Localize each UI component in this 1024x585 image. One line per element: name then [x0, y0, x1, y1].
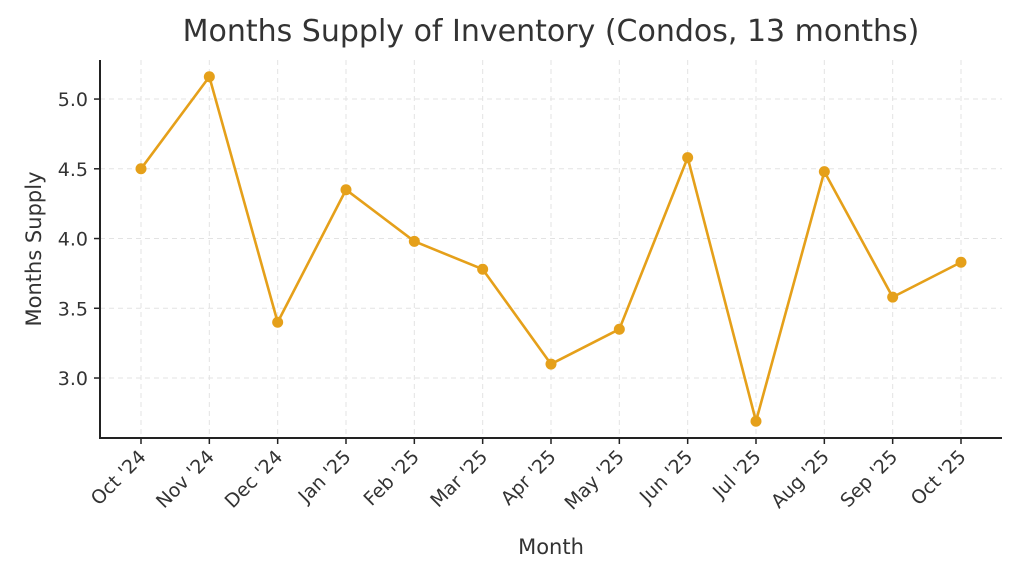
data-point-marker: [682, 152, 694, 164]
y-tick-label: 4.0: [58, 229, 88, 251]
data-point-marker: [272, 316, 284, 328]
x-tick-label: May '25: [560, 446, 628, 514]
data-point-marker: [203, 71, 215, 83]
x-tick-label: Mar '25: [426, 446, 492, 512]
x-tick-label: Jun '25: [635, 446, 697, 508]
y-tick-label: 4.5: [58, 159, 88, 181]
x-tick-label: Oct '24: [87, 446, 151, 510]
data-series: [135, 71, 967, 427]
y-tick-label: 5.0: [58, 89, 88, 111]
data-point-marker: [545, 358, 557, 370]
data-point-marker: [408, 235, 420, 247]
x-tick-label: Apr '25: [497, 446, 561, 510]
x-tick-label: Sep '25: [836, 446, 902, 512]
x-tick-label: Dec '24: [221, 446, 288, 513]
y-tick-label: 3.0: [58, 368, 88, 390]
x-tick-label: Jan '25: [293, 446, 355, 508]
tick-labels: 3.0 3.5 4.0 4.5 5.0 Oct '24 Nov '24 Dec '24 Jan …: [58, 89, 971, 514]
x-tick-label: Oct '25: [907, 446, 971, 510]
gridlines: [100, 60, 1002, 438]
data-point-marker: [750, 415, 762, 427]
data-point-marker: [955, 256, 967, 268]
x-tick-label: Feb '25: [359, 446, 423, 510]
y-tick-label: 3.5: [58, 298, 88, 320]
x-tick-label: Nov '24: [152, 446, 219, 513]
data-point-marker: [135, 163, 147, 175]
x-axis-label: Month: [518, 535, 584, 559]
data-point-marker: [818, 166, 830, 178]
data-point-marker: [613, 323, 625, 335]
data-point-marker: [887, 291, 899, 303]
chart-title: Months Supply of Inventory (Condos, 13 m…: [182, 14, 920, 49]
x-tick-label: Aug '25: [767, 446, 834, 513]
axes: [94, 60, 1002, 444]
data-point-marker: [477, 263, 489, 275]
x-tick-label: Jul '25: [708, 446, 766, 504]
data-point-marker: [340, 184, 352, 196]
